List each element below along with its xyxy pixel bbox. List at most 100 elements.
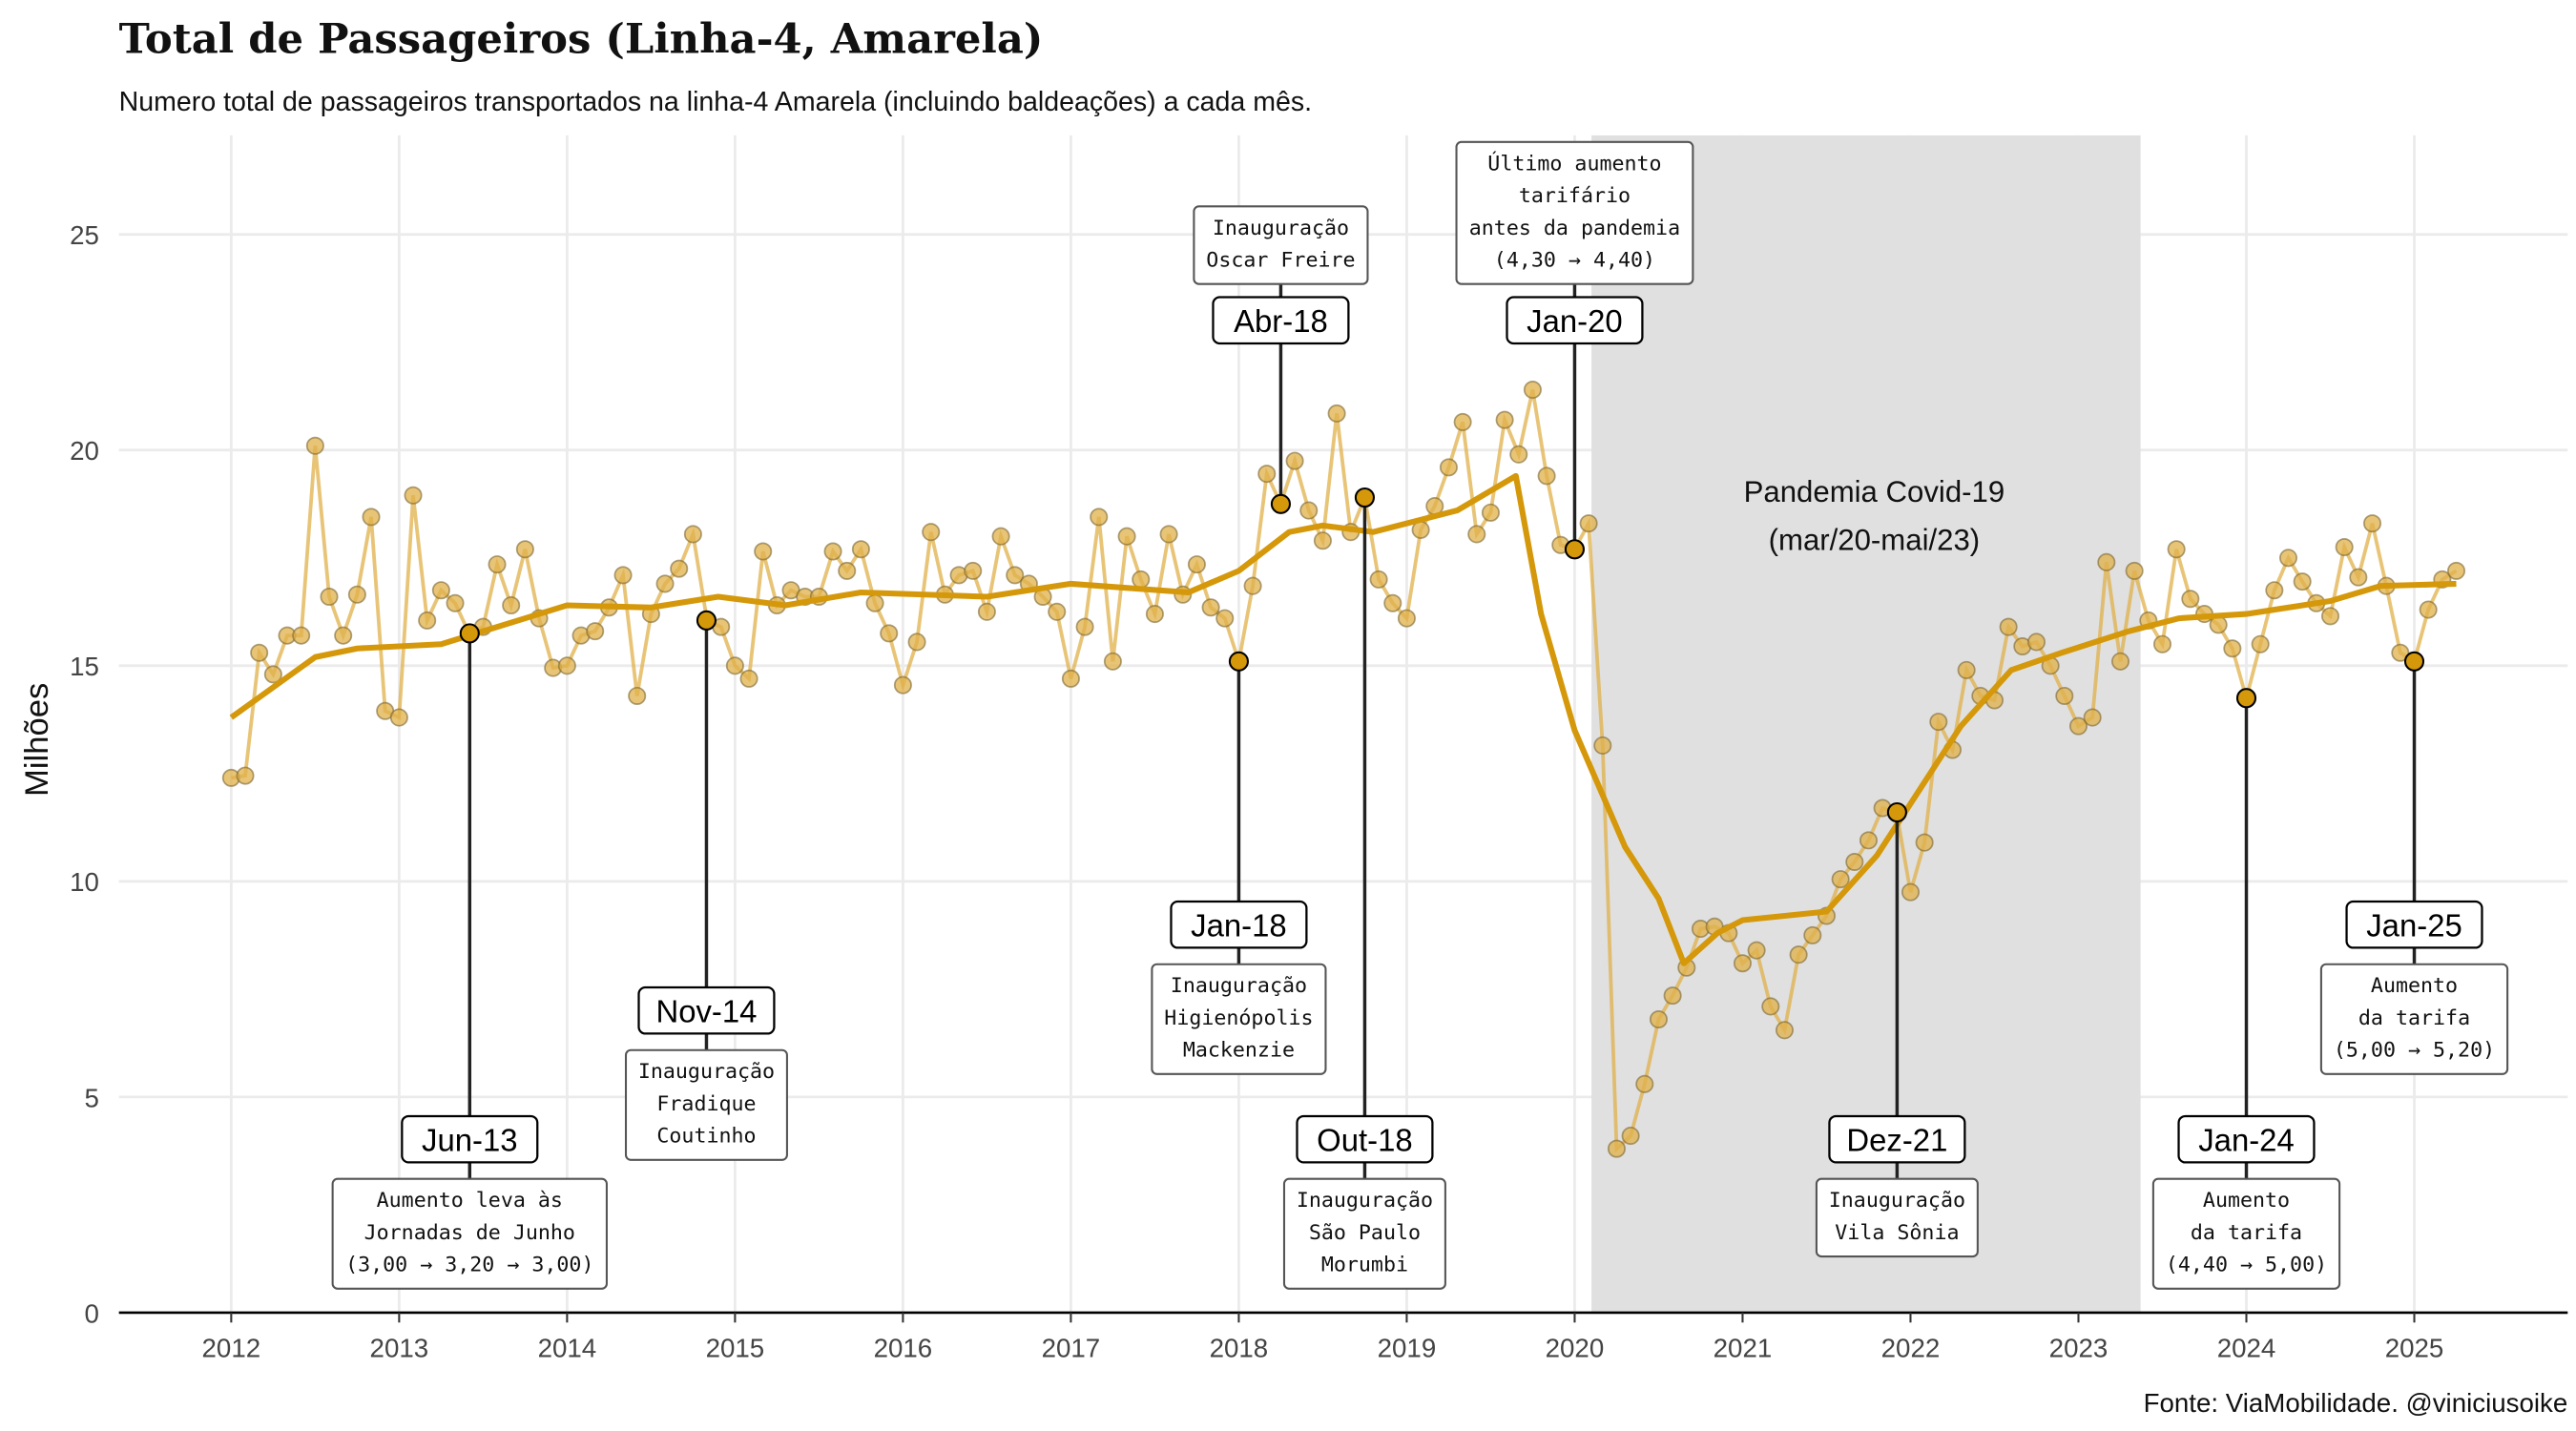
data-point <box>1369 570 1388 589</box>
data-point <box>250 643 269 662</box>
event-note-text: Último aumento <box>1487 151 1661 176</box>
data-point <box>305 436 324 455</box>
data-point <box>865 593 884 612</box>
x-tick-label: 2025 <box>2385 1334 2444 1363</box>
data-point <box>1383 593 1402 612</box>
chart-subtitle: Numero total de passageiros transportado… <box>119 87 1312 117</box>
event-note-text: Inauguração <box>1297 1189 1433 1213</box>
y-tick-label: 10 <box>70 867 99 897</box>
event-label-box <box>1828 1114 1966 1164</box>
data-point <box>2097 552 2116 571</box>
data-point <box>1621 1127 1640 1146</box>
event-point <box>1228 651 1249 672</box>
data-point <box>2446 561 2466 580</box>
event-annotation: Inauguração Vila Sônia Dez-21 <box>1815 801 1979 1258</box>
event-note-box <box>1455 140 1694 285</box>
y-tick-label: 20 <box>70 436 99 466</box>
data-point <box>977 602 996 621</box>
data-point <box>1061 669 1080 688</box>
data-point <box>1999 617 2018 636</box>
event-note-text: (3,00 → 3,20 → 3,00) <box>345 1254 593 1277</box>
event-label: Jan-24 <box>2198 1122 2295 1157</box>
data-point <box>1243 576 1262 595</box>
data-point <box>1159 525 1178 544</box>
data-point <box>1915 833 1934 852</box>
data-point <box>1117 527 1136 546</box>
x-tick-label: 2024 <box>2217 1334 2276 1363</box>
event-note-text: (4,30 → 4,40) <box>1494 249 1655 273</box>
event-label-box <box>1212 296 1350 345</box>
event-label: Out-18 <box>1317 1122 1413 1157</box>
event-annotation: Inauguração Oscar Freire Abr-18 <box>1193 205 1369 514</box>
data-point <box>628 686 647 705</box>
event-note-box <box>2151 1177 2341 1290</box>
data-point <box>1789 945 1808 964</box>
event-note-box <box>1151 963 1327 1075</box>
data-point <box>1523 380 1542 400</box>
x-tick-label: 2012 <box>202 1334 261 1363</box>
event-note-text: Aumento <box>2371 974 2458 998</box>
event-annotation: Aumento da tarifa (5,00 → 5,20) Jan-25 <box>2319 651 2509 1075</box>
event-point <box>2403 651 2425 672</box>
data-point <box>488 555 507 574</box>
data-point <box>1607 1139 1626 1158</box>
event-annotation: Inauguração Higienópolis Mackenzie Jan-18 <box>1151 651 1327 1075</box>
event-note-text: Inauguração <box>1213 217 1349 240</box>
axes: 2012 2013 2014 2015 2016 2017 2018 2019 2020 2021… <box>70 220 2568 1363</box>
x-tick-label: 2020 <box>1546 1334 1605 1363</box>
data-point <box>1048 602 1067 621</box>
data-point <box>2055 686 2074 705</box>
data-point <box>1649 1009 1668 1029</box>
data-point <box>263 665 282 684</box>
data-point <box>907 633 926 652</box>
data-point <box>823 542 842 561</box>
x-tick-label: 2023 <box>2049 1334 2109 1363</box>
event-annotation: Inauguração Fradique Coutinho Nov-14 <box>624 610 788 1161</box>
x-tick-label: 2019 <box>1378 1334 1437 1363</box>
data-point <box>2251 634 2270 653</box>
event-note-text: Jornadas de Junho <box>364 1221 575 1245</box>
data-point <box>1663 986 1682 1006</box>
pandemic-label: (mar/20-mai/23) <box>1769 523 1981 556</box>
event-note-text: Aumento <box>2203 1189 2290 1213</box>
event-point <box>2235 688 2257 709</box>
event-label-box <box>1296 1114 1434 1164</box>
data-point <box>1579 514 1598 533</box>
event-label-box <box>1170 900 1308 949</box>
data-point <box>1775 1021 1794 1040</box>
y-tick-label: 5 <box>84 1083 98 1112</box>
data-point <box>1215 609 1235 628</box>
data-point <box>2181 590 2200 609</box>
data-point <box>1901 882 1920 902</box>
data-point <box>1285 451 1304 470</box>
event-note-text: Fradique <box>656 1092 756 1116</box>
data-point <box>2125 561 2144 580</box>
y-tick-label: 25 <box>70 220 99 250</box>
data-point <box>880 624 899 643</box>
data-point <box>1593 736 1612 755</box>
y-tick-label: 15 <box>70 652 99 681</box>
caption: Fonte: ViaMobilidade. @viniciusoike <box>2144 1388 2568 1418</box>
event-note-text: Aumento leva às <box>377 1189 563 1213</box>
event-note-text: Morumbi <box>1321 1254 1408 1277</box>
data-point <box>2068 716 2088 736</box>
data-point <box>2026 633 2046 652</box>
data-point <box>754 542 773 561</box>
event-note-text: tarifário <box>1519 184 1631 208</box>
event-note-text: da tarifa <box>2358 1006 2470 1030</box>
y-axis-label: Milhões <box>19 683 55 797</box>
event-note-text: Vila Sônia <box>1835 1221 1959 1245</box>
data-point <box>893 675 912 695</box>
x-tick-label: 2022 <box>1881 1334 1941 1363</box>
event-note-text: Oscar Freire <box>1206 249 1355 273</box>
data-point <box>613 566 633 585</box>
y-tick-label: 0 <box>84 1298 98 1328</box>
data-point <box>2293 572 2312 591</box>
x-tick-label: 2013 <box>370 1334 429 1363</box>
event-label: Nov-14 <box>655 993 757 1028</box>
data-point <box>851 540 870 559</box>
data-point <box>1761 997 1780 1016</box>
data-point <box>1859 831 1878 850</box>
data-point <box>1090 508 1109 527</box>
